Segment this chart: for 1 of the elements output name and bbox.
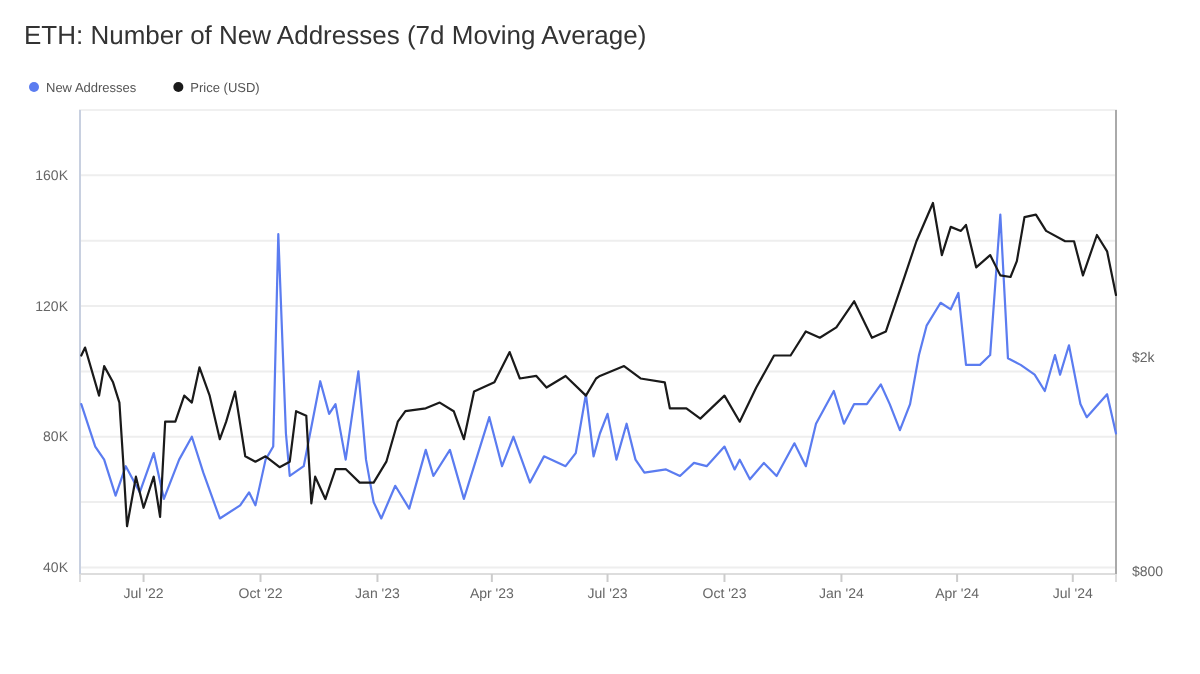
chart-title: ETH: Number of New Addresses (7d Moving Average): [24, 20, 647, 50]
